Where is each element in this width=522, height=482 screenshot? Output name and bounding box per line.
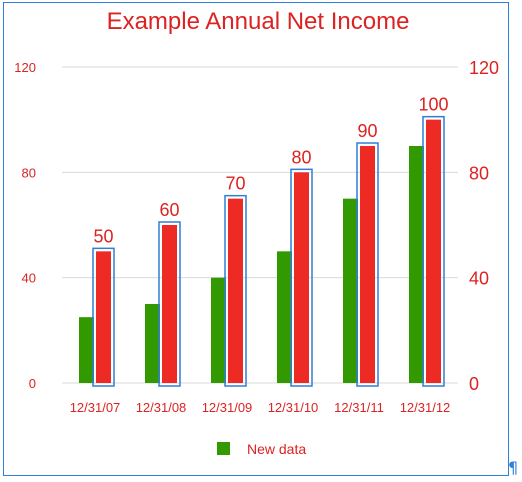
bar-selection-outline <box>224 194 247 387</box>
left-axis-tick-label: 40 <box>22 271 36 286</box>
data-label: 50 <box>93 226 113 246</box>
data-label: 100 <box>418 95 448 115</box>
bar-secondary[interactable] <box>360 146 375 383</box>
left-axis-tick-label: 120 <box>14 60 36 75</box>
right-axis-ticks: 0 40 80 120 <box>469 58 499 394</box>
category-label: 12/31/10 <box>268 400 319 415</box>
bar-selection-outline <box>422 115 445 387</box>
bar-new-data[interactable] <box>79 317 94 383</box>
legend-label-new-data: New data <box>247 441 306 457</box>
legend-swatch-new-data <box>217 442 230 455</box>
bar-new-data[interactable] <box>409 146 424 383</box>
bar-selection-outline <box>356 142 379 387</box>
left-axis-tick-label: 80 <box>22 165 36 180</box>
category-label: 12/31/09 <box>202 400 253 415</box>
chart-frame[interactable] <box>3 2 509 476</box>
category-label: 12/31/08 <box>136 400 187 415</box>
data-label: 70 <box>225 174 245 194</box>
paragraph-mark: ¶ <box>508 458 519 477</box>
legend: New data <box>217 441 306 457</box>
bar-new-data[interactable] <box>145 304 160 383</box>
bar-secondary[interactable] <box>228 198 243 383</box>
bar-selection-outline <box>158 221 181 387</box>
bars: 50 60 70 80 90 100 <box>79 95 449 387</box>
bar-selection-outline <box>92 247 115 387</box>
category-label: 12/31/07 <box>70 400 121 415</box>
right-axis-tick-label: 120 <box>469 58 499 78</box>
left-axis-tick-label: 0 <box>29 376 36 391</box>
bar-secondary[interactable] <box>162 225 177 383</box>
left-axis-ticks: 0 40 80 120 <box>14 60 36 391</box>
bar-selection-outline <box>290 168 313 387</box>
bar-new-data[interactable] <box>277 251 292 383</box>
category-label: 12/31/12 <box>400 400 451 415</box>
right-axis-tick-label: 80 <box>469 163 489 183</box>
gridlines <box>62 66 458 384</box>
bar-secondary[interactable] <box>96 251 111 383</box>
data-label: 90 <box>357 121 377 141</box>
bar-secondary[interactable] <box>426 119 441 384</box>
bar-new-data[interactable] <box>211 277 226 383</box>
chart-title: Example Annual Net Income <box>107 8 410 35</box>
bar-secondary[interactable] <box>294 172 309 383</box>
category-label: 12/31/11 <box>334 400 384 415</box>
data-label: 60 <box>159 200 179 220</box>
right-axis-tick-label: 0 <box>469 374 479 394</box>
right-axis-tick-label: 40 <box>469 269 489 289</box>
data-label: 80 <box>291 147 311 167</box>
bar-new-data[interactable] <box>343 198 358 383</box>
category-labels: 12/31/07 12/31/08 12/31/09 12/31/10 12/31/11… <box>70 400 451 415</box>
